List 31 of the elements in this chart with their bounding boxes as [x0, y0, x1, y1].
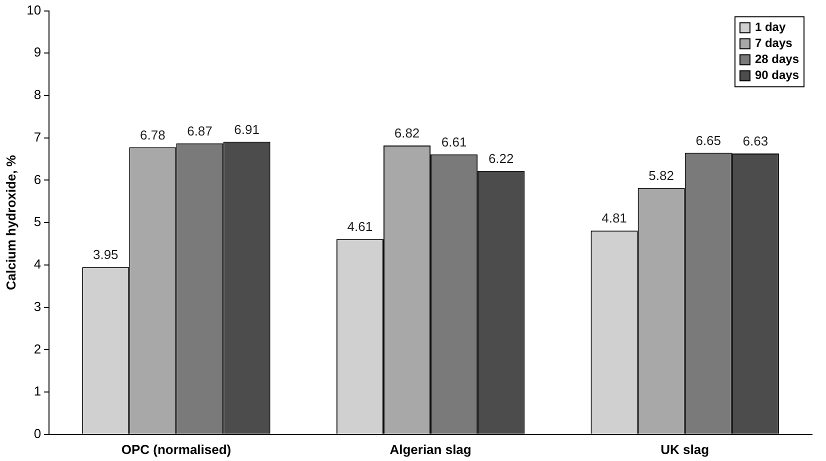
- x-tick-label: UK slag: [660, 442, 710, 457]
- legend-label: 1 day: [754, 20, 786, 34]
- data-label: 6.78: [140, 127, 166, 142]
- y-tick-label: 6: [34, 172, 42, 187]
- y-tick-label: 7: [34, 129, 42, 144]
- legend-label: 28 days: [754, 52, 800, 66]
- x-tick-label: Algerian slag: [390, 442, 472, 457]
- data-label: 5.82: [648, 168, 674, 183]
- y-tick-label: 9: [34, 44, 42, 60]
- data-label: 6.82: [394, 126, 420, 141]
- y-tick-label: 3: [34, 298, 42, 314]
- y-tick-label: 1: [34, 384, 42, 399]
- y-tick-label: 8: [34, 87, 42, 102]
- y-axis-title: Calcium hydroxide, %: [3, 154, 18, 290]
- y-tick-label: 10: [26, 2, 42, 18]
- data-label: 6.61: [441, 134, 467, 150]
- y-tick-label: 4: [34, 256, 42, 272]
- data-label: 3.95: [92, 247, 118, 262]
- data-label: 6.65: [696, 132, 722, 148]
- data-label: 6.91: [234, 122, 260, 137]
- y-tick-label: 2: [34, 341, 42, 356]
- legend-label: 7 days: [754, 36, 793, 50]
- y-tick-label: 0: [34, 426, 42, 441]
- data-label: 4.81: [602, 210, 627, 226]
- data-label: 6.63: [742, 134, 768, 149]
- legend-label: 90 days: [754, 68, 800, 82]
- x-tick-label: OPC (normalised): [121, 442, 232, 457]
- data-label: 4.61: [347, 219, 373, 234]
- data-label: 6.87: [187, 123, 212, 138]
- y-tick-label: 5: [34, 214, 42, 230]
- data-label: 6.22: [488, 151, 514, 166]
